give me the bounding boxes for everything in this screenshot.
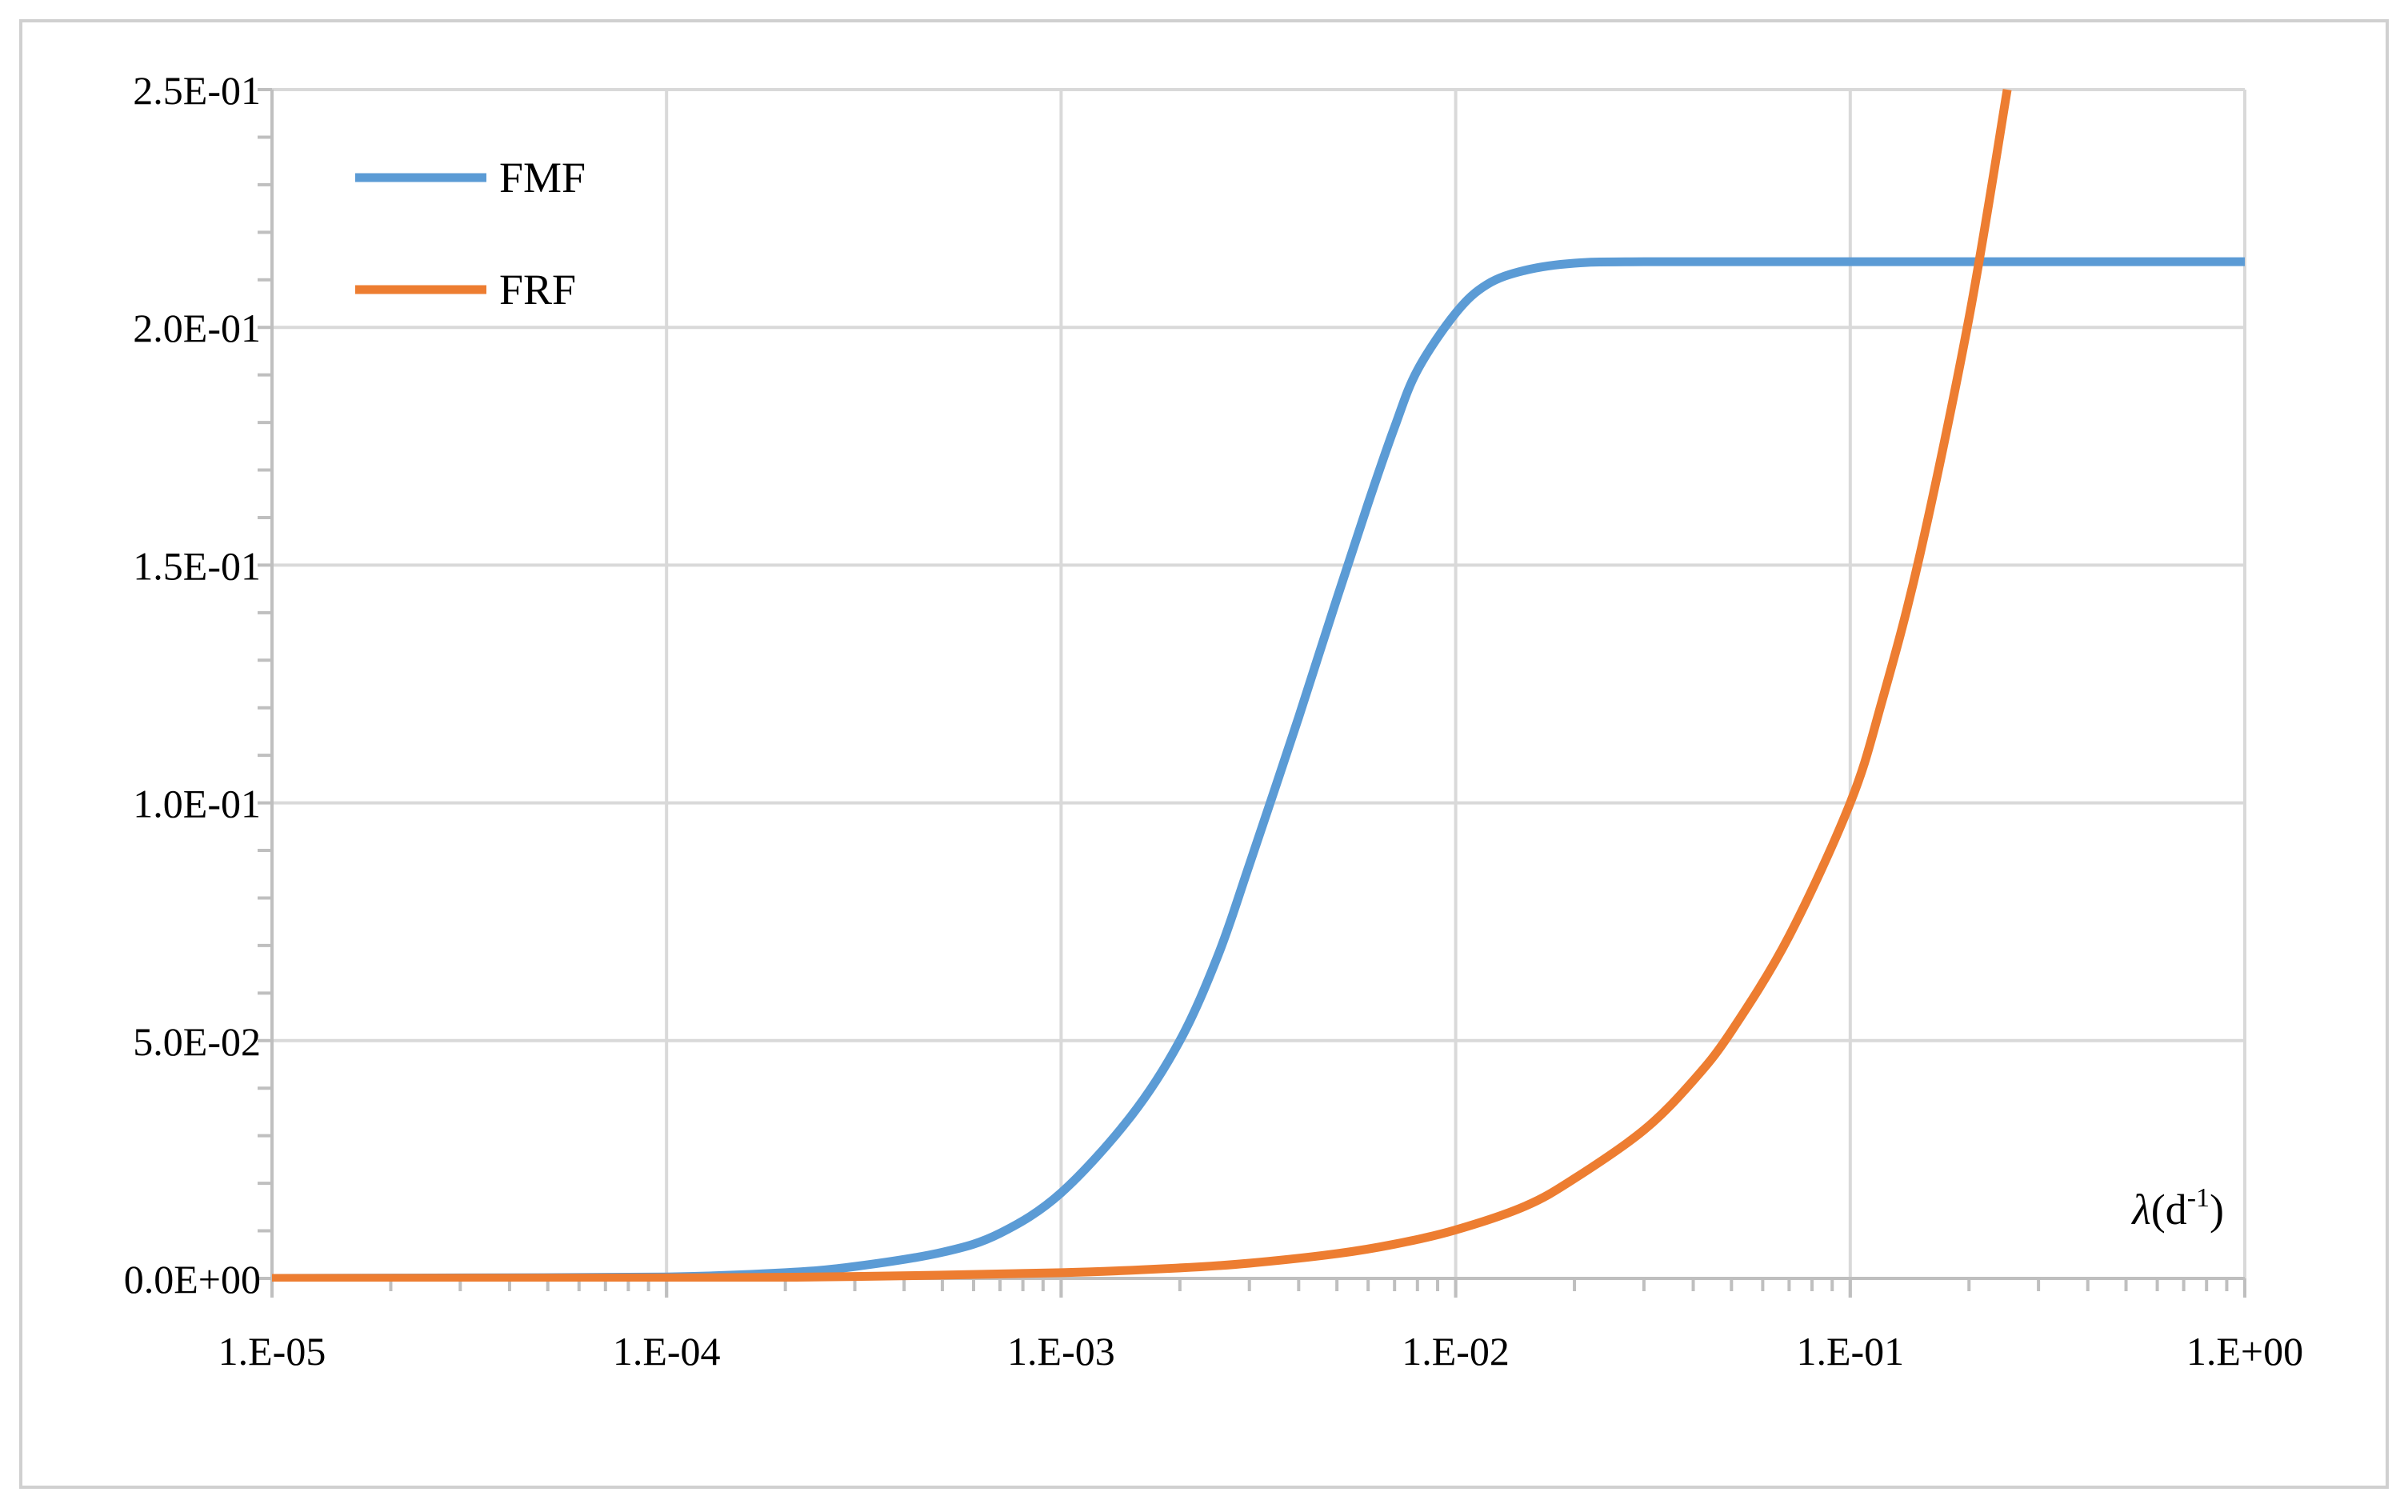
y-tick-label: 0.0E+00 xyxy=(124,1257,261,1302)
series-lines xyxy=(272,89,2245,1282)
x-tick-label: 1.E-02 xyxy=(1402,1329,1510,1374)
x-axis-title-symbol: λ xyxy=(2130,1186,2150,1234)
series-line-fmf xyxy=(272,257,2245,1282)
tick-labels: 0.0E+00 5.0E-02 1.0E-01 1.5E-01 2.0E-01 2.5E-… xyxy=(124,68,2303,1374)
x-tick-label: 1.E-03 xyxy=(1007,1329,1115,1374)
x-tick-label: 1.E-01 xyxy=(1796,1329,1904,1374)
y-tick-label: 1.5E-01 xyxy=(133,543,261,588)
y-tick-label: 1.0E-01 xyxy=(133,782,261,826)
x-axis-title-close: ) xyxy=(2210,1186,2224,1234)
x-axis-title-sup: -1 xyxy=(2187,1183,2210,1213)
y-tick-label: 2.0E-01 xyxy=(133,306,261,350)
y-tick-label: 5.0E-02 xyxy=(133,1019,261,1064)
legend-label-fmf: FMF xyxy=(499,154,586,202)
legend-label-frf: FRF xyxy=(499,266,576,314)
y-tick-label: 2.5E-01 xyxy=(133,68,261,113)
series-line-frf xyxy=(272,89,2012,1282)
x-tick-label: 1.E+00 xyxy=(2186,1329,2303,1374)
x-axis-title: λ(d-1) xyxy=(2130,1183,2224,1234)
x-axis-title-open: (d xyxy=(2151,1186,2187,1234)
legend: FMF FRF xyxy=(355,154,586,314)
x-tick-label: 1.E-04 xyxy=(613,1329,721,1374)
gridlines xyxy=(272,88,2246,1278)
x-tick-label: 1.E-05 xyxy=(218,1329,326,1374)
